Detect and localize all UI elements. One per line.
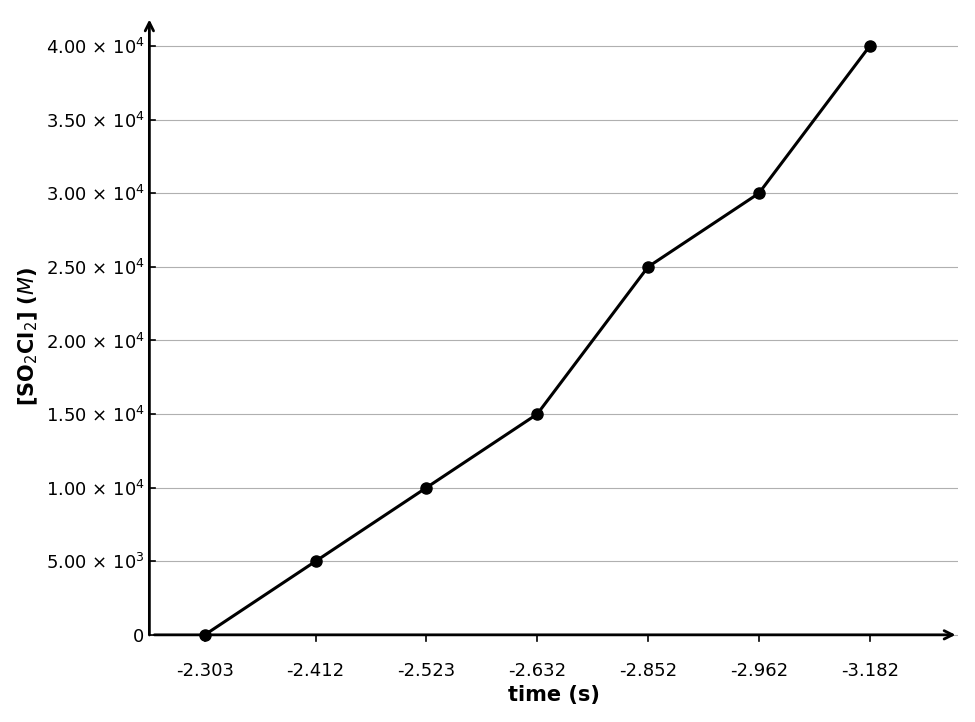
Y-axis label: [SO$_2$Cl$_2$] ($M$): [SO$_2$Cl$_2$] ($M$): [17, 267, 40, 406]
X-axis label: time (s): time (s): [508, 685, 600, 705]
